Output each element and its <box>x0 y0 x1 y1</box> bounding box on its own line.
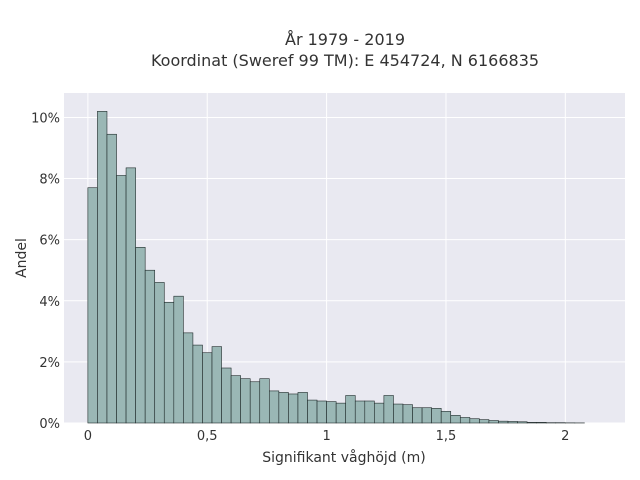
histogram-bar-12 <box>202 352 213 424</box>
histogram-bar-19 <box>269 390 280 424</box>
histogram-bar-15 <box>230 375 241 424</box>
histogram-bar-22 <box>297 392 308 424</box>
histogram-bar-42 <box>488 420 499 424</box>
histogram-bar-9 <box>173 295 184 424</box>
histogram-bar-34 <box>412 407 423 424</box>
histogram-bar-17 <box>249 381 261 424</box>
x-tick-labels: 0 0,5 1 1,5 2 <box>84 429 570 444</box>
histogram-bar-25 <box>326 401 337 424</box>
histogram-bar-44 <box>507 421 518 424</box>
histogram-bar-43 <box>498 420 509 424</box>
x-tick-label-0: 0 <box>84 429 92 444</box>
y-tick-label-4: 8% <box>39 173 60 188</box>
histogram-bar-36 <box>431 408 442 424</box>
histogram-bar-27 <box>345 395 356 424</box>
y-tick-label-1: 2% <box>39 356 60 371</box>
histogram-bar-38 <box>450 415 461 424</box>
histogram-bar-41 <box>479 419 490 424</box>
y-tick-label-0: 0% <box>39 417 60 432</box>
y-tick-labels: 0% 2% 4% 6% 8% 10% <box>31 111 60 432</box>
histogram-bar-33 <box>402 404 413 424</box>
histogram-bar-5 <box>135 247 146 424</box>
histogram-bar-47 <box>536 422 547 424</box>
histogram-bar-8 <box>163 302 175 424</box>
histogram-bar-23 <box>307 399 318 424</box>
y-axis-label: Andel <box>14 238 30 278</box>
histogram-bar-18 <box>259 378 270 424</box>
histogram-bar-35 <box>421 407 432 424</box>
histogram-bar-14 <box>221 367 232 424</box>
chart-title-line-2: Koordinat (Sweref 99 TM): E 454724, N 61… <box>151 51 539 70</box>
histogram-bar-40 <box>469 418 480 424</box>
x-tick-label-1: 0,5 <box>197 429 218 444</box>
x-axis-label: Signifikant våghöjd (m) <box>262 449 425 466</box>
histogram-bar-16 <box>240 378 251 424</box>
y-tick-label-2: 4% <box>39 295 60 310</box>
histogram-bar-13 <box>211 346 222 424</box>
histogram-bar-6 <box>144 269 156 424</box>
histogram-bar-37 <box>440 411 452 424</box>
histogram-bar-21 <box>288 393 299 424</box>
histogram-bar-31 <box>383 395 394 424</box>
histogram-bar-39 <box>459 417 471 424</box>
histogram-bar-20 <box>278 392 289 424</box>
histogram-bar-2 <box>106 133 117 424</box>
histogram-bar-30 <box>374 402 385 424</box>
histogram-bar-1 <box>97 111 108 424</box>
histogram-bar-29 <box>364 400 375 424</box>
x-tick-label-2: 1 <box>322 429 330 444</box>
histogram-bar-28 <box>354 400 366 424</box>
histogram-bar-0 <box>87 187 98 424</box>
histogram-bar-26 <box>335 402 346 424</box>
histogram-bar-10 <box>183 332 194 424</box>
chart-title-line-1: År 1979 - 2019 <box>285 30 405 49</box>
histogram-bar-45 <box>517 421 528 424</box>
histogram-bar-7 <box>154 282 165 424</box>
y-tick-label-3: 6% <box>39 234 60 249</box>
histogram-bar-4 <box>125 167 136 424</box>
x-tick-label-3: 1,5 <box>436 429 457 444</box>
histogram-bar-32 <box>393 403 404 424</box>
bars <box>87 111 585 424</box>
histogram-bar-46 <box>526 422 537 424</box>
histogram-bar-24 <box>316 400 327 424</box>
histogram-bar-11 <box>192 344 203 424</box>
y-tick-label-5: 10% <box>31 111 60 126</box>
histogram-bar-3 <box>116 175 127 424</box>
x-tick-label-4: 2 <box>561 429 569 444</box>
